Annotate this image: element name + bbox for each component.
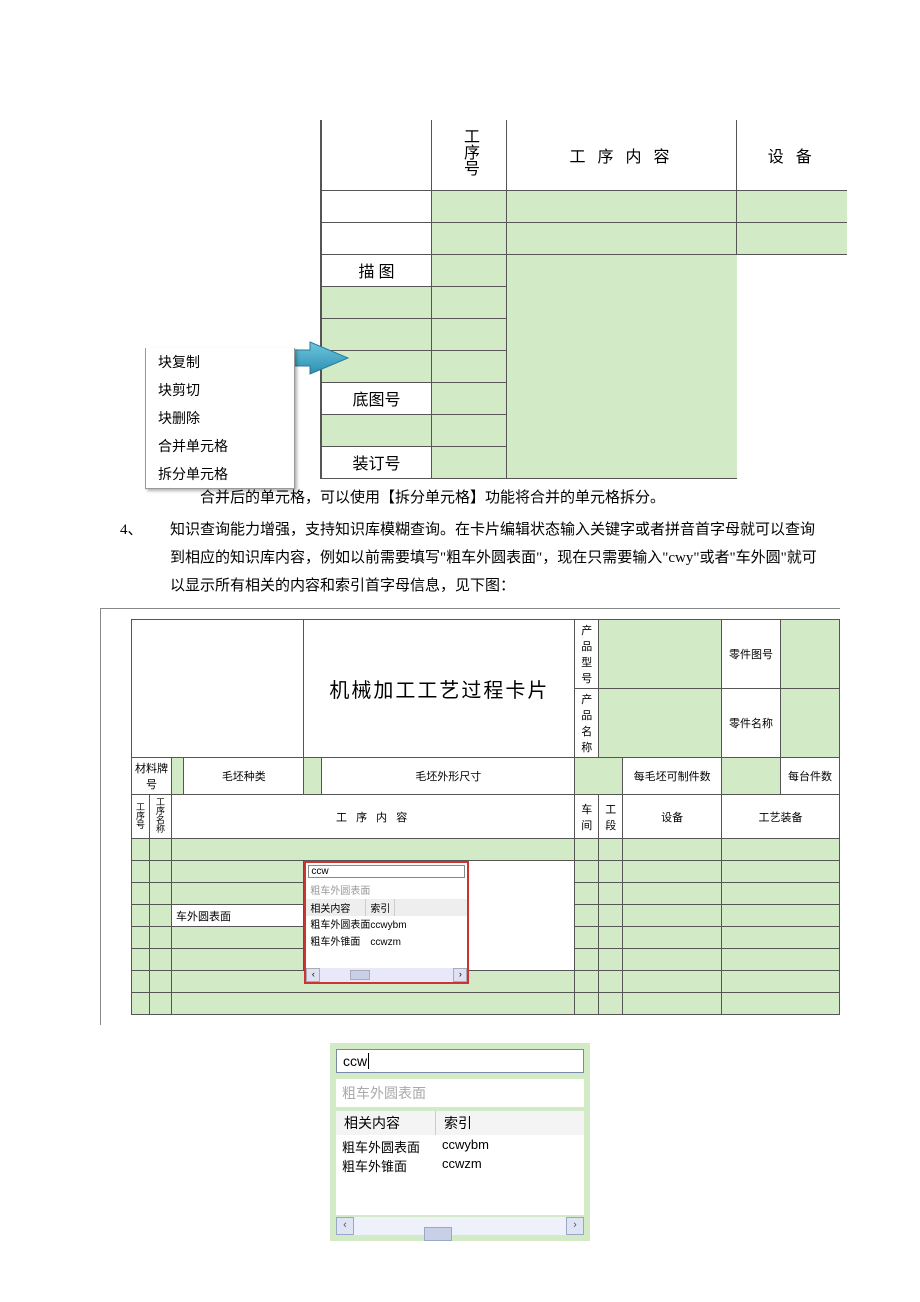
col-header-seqno: 工序号 bbox=[432, 120, 507, 190]
hdr-section: 工段 bbox=[599, 795, 623, 839]
context-menu: 块复制 块剪切 块删除 合并单元格 拆分单元格 bbox=[145, 348, 295, 489]
popup-preview: 粗车外圆表面 bbox=[306, 880, 467, 899]
hdr-prod-model: 产品型号 bbox=[575, 620, 599, 689]
zoom-row[interactable]: 粗车外锥面ccwzm bbox=[342, 1156, 578, 1175]
left-label-baseimg: 底图号 bbox=[322, 382, 432, 414]
zoom-scrollbar[interactable]: ‹ › bbox=[336, 1217, 584, 1235]
zoom-row[interactable]: 粗车外圆表面ccwybm bbox=[342, 1137, 578, 1156]
hdr-seq-name: 工序名称 bbox=[150, 795, 172, 839]
fig1-grid: 工序号 工 序 内 容 设 备 描 图 底图号 装订号 bbox=[320, 120, 847, 479]
scroll-left-icon[interactable]: ‹ bbox=[336, 1217, 354, 1235]
menu-item-block-copy[interactable]: 块复制 bbox=[146, 348, 294, 376]
scroll-left-icon[interactable]: ‹ bbox=[306, 968, 320, 982]
body-text: 合并后的单元格，可以使用【拆分单元格】功能将合并的单元格拆分。 4、 知识查询能… bbox=[100, 484, 820, 600]
scroll-thumb[interactable] bbox=[424, 1227, 452, 1241]
hdr-per-set: 每台件数 bbox=[780, 758, 839, 795]
left-label-bind: 装订号 bbox=[322, 446, 432, 478]
popup-col-index: 索引 bbox=[366, 899, 395, 916]
hdr-mat-grade: 材料牌号 bbox=[132, 758, 172, 795]
hdr-equip: 设备 bbox=[623, 795, 722, 839]
zoom-col-content: 相关内容 bbox=[336, 1111, 436, 1135]
popup-col-content: 相关内容 bbox=[306, 899, 366, 916]
card-title: 机械加工工艺过程卡片 bbox=[304, 620, 575, 758]
hdr-seq-no: 工序号 bbox=[132, 795, 150, 839]
hdr-workshop: 车间 bbox=[575, 795, 599, 839]
popup-row[interactable]: 粗车外圆表面ccwybm bbox=[306, 916, 467, 933]
menu-item-merge-cells[interactable]: 合并单元格 bbox=[146, 432, 294, 460]
zoom-col-index: 索引 bbox=[436, 1111, 480, 1135]
figure-2-process-card: 机械加工工艺过程卡片 产品型号 零件图号 产品名称 零件名称 材料牌号 毛坯种类… bbox=[100, 608, 840, 1025]
popup-scrollbar[interactable]: ‹ › bbox=[306, 968, 467, 982]
hdr-prod-name: 产品名称 bbox=[575, 689, 599, 758]
figure-1-merge-cells: 工序号 工 序 内 容 设 备 描 图 底图号 装订号 bbox=[20, 120, 900, 480]
list-number-4: 4、 bbox=[120, 516, 170, 600]
figure-3-autocomplete-zoom: ccw 粗车外圆表面 相关内容 索引 粗车外圆表面ccwybm 粗车外锥面ccw… bbox=[330, 1043, 590, 1241]
cell-input-text[interactable]: 车外圆表面 bbox=[172, 905, 304, 927]
hdr-per-blank: 每毛坯可制件数 bbox=[623, 758, 722, 795]
menu-item-block-cut[interactable]: 块剪切 bbox=[146, 376, 294, 404]
hdr-tooling: 工艺装备 bbox=[721, 795, 839, 839]
popup-row[interactable]: 粗车外锥面ccwzm bbox=[306, 933, 467, 950]
left-label-draw: 描 图 bbox=[322, 254, 432, 286]
hdr-part-draw: 零件图号 bbox=[721, 620, 780, 689]
zoom-input[interactable]: ccw bbox=[336, 1049, 584, 1073]
popup-input[interactable]: ccw bbox=[308, 865, 465, 878]
menu-item-split-cells[interactable]: 拆分单元格 bbox=[146, 460, 294, 488]
col-header-content: 工 序 内 容 bbox=[507, 120, 737, 190]
hdr-blank-size: 毛坯外形尺寸 bbox=[322, 758, 575, 795]
menu-item-block-delete[interactable]: 块删除 bbox=[146, 404, 294, 432]
hdr-blank-type: 毛坯种类 bbox=[184, 758, 304, 795]
autocomplete-popup: ccw 粗车外圆表面 相关内容 索引 粗车外圆表面ccwybm 粗车外锥面ccw… bbox=[304, 861, 469, 984]
zoom-preview: 粗车外圆表面 bbox=[336, 1079, 584, 1107]
col-header-equip: 设 备 bbox=[737, 120, 847, 190]
scroll-right-icon[interactable]: › bbox=[453, 968, 467, 982]
hdr-seq-content: 工 序 内 容 bbox=[172, 795, 575, 839]
hdr-part-name: 零件名称 bbox=[721, 689, 780, 758]
list-text-4: 知识查询能力增强，支持知识库模糊查询。在卡片编辑状态输入关键字或者拼音首字母就可… bbox=[170, 516, 820, 600]
scroll-right-icon[interactable]: › bbox=[566, 1217, 584, 1235]
